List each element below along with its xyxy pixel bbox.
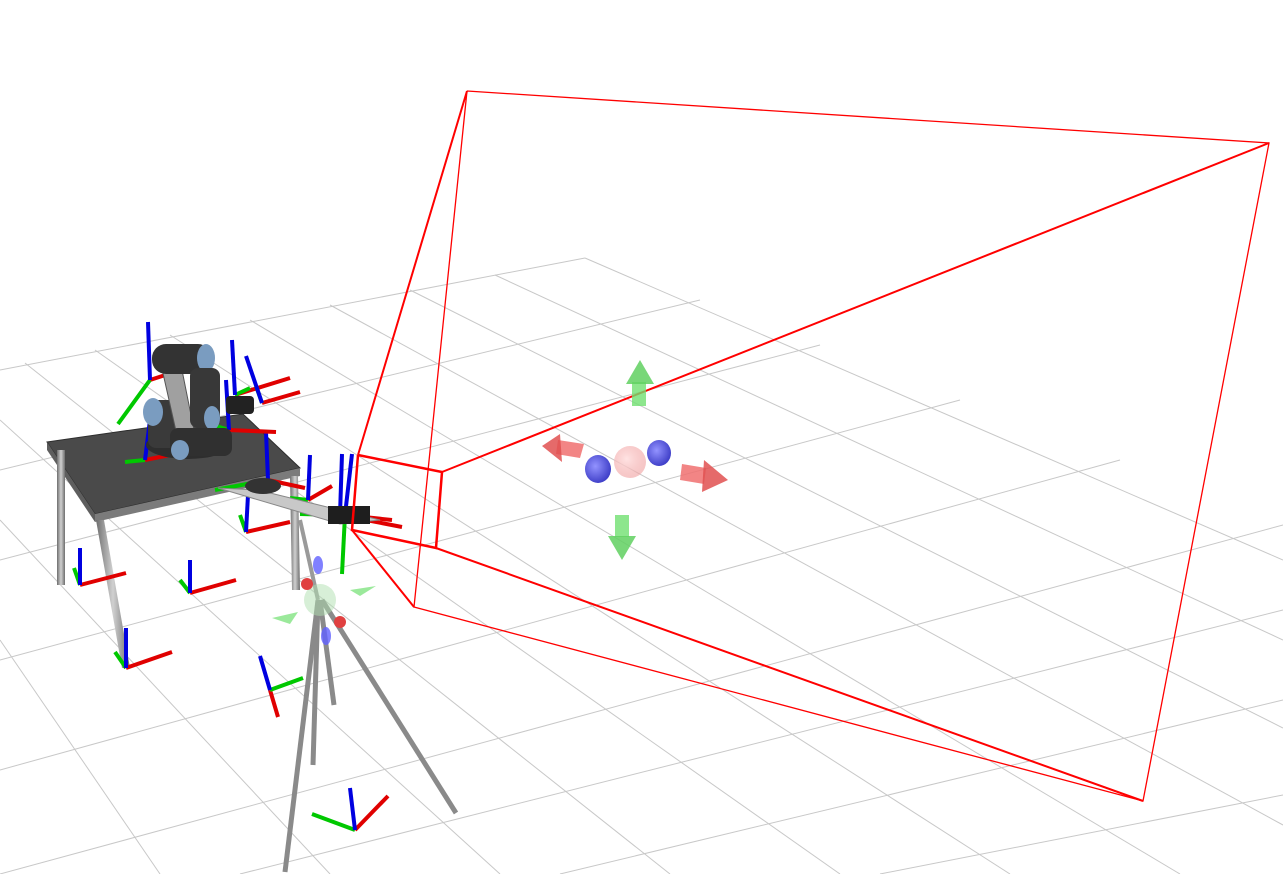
arrow-handle-right[interactable] — [680, 460, 728, 492]
camera-body — [245, 478, 281, 494]
rotation-handle-left[interactable] — [585, 455, 611, 483]
tf-frame — [178, 560, 237, 595]
rotation-handle[interactable] — [313, 556, 323, 574]
x-axis — [306, 484, 334, 502]
robot-joint-cap — [197, 344, 215, 372]
tf-frame — [72, 548, 127, 587]
grid-line — [0, 524, 1283, 874]
tf-frame — [244, 355, 301, 405]
grid-line — [494, 274, 1283, 641]
rotation-handle[interactable] — [301, 578, 313, 590]
grid-line — [329, 304, 1283, 826]
frustum-edge — [357, 90, 468, 456]
grid-line — [0, 519, 331, 874]
z-axis — [348, 787, 357, 831]
z-axis — [244, 494, 250, 533]
x-axis — [125, 650, 173, 670]
z-axis — [244, 355, 264, 404]
frustum-edge — [435, 547, 1144, 802]
arrow-handle-down[interactable] — [608, 515, 636, 560]
grid-line — [0, 257, 586, 371]
x-axis — [189, 578, 237, 595]
marker-center-sphere[interactable] — [614, 446, 646, 478]
z-axis — [230, 339, 237, 396]
arrow-handle-up[interactable] — [626, 360, 654, 406]
rotation-handle-right[interactable] — [647, 440, 671, 466]
tripod-leg — [310, 599, 321, 766]
z-axis — [258, 655, 272, 691]
table-leg — [96, 520, 130, 668]
table-leg — [57, 450, 65, 585]
z-axis — [338, 453, 344, 516]
grid-line — [0, 639, 161, 874]
grid-line — [879, 794, 1283, 874]
x-axis — [268, 689, 280, 718]
robot-tool — [226, 396, 254, 414]
grid-line — [559, 699, 1283, 874]
grid-line — [0, 459, 1121, 771]
grid-line — [169, 334, 1011, 874]
z-axis — [264, 431, 270, 481]
frustum-far-plane — [413, 90, 1270, 802]
y-axis — [116, 378, 152, 426]
x-axis — [228, 428, 277, 434]
tf-frame — [238, 494, 291, 534]
tf-axis-frames — [72, 321, 403, 832]
robot-elbow — [152, 344, 212, 374]
z-axis — [306, 454, 312, 501]
camera-tripod — [217, 478, 459, 873]
tf-frame — [113, 628, 173, 670]
robot-arm[interactable] — [143, 344, 254, 460]
tripod-leg — [282, 599, 321, 873]
interactive-marker-6dof[interactable] — [542, 360, 728, 560]
grid-line — [409, 289, 1283, 729]
arrow-handle-left[interactable] — [542, 434, 584, 462]
x-axis — [245, 520, 291, 534]
ground-grid — [0, 257, 1283, 874]
grid-line — [0, 399, 961, 661]
robot-joint-cap — [143, 398, 163, 426]
arrow-handle-left[interactable] — [272, 612, 298, 624]
marker-ghost-sphere — [304, 584, 336, 616]
x-axis — [79, 571, 127, 587]
tripod-leg — [319, 598, 459, 815]
camera-interactive-marker[interactable] — [272, 556, 376, 645]
tf-frame — [230, 339, 291, 397]
tf-frame — [311, 787, 390, 832]
camera-housing — [328, 506, 370, 524]
y-axis — [311, 812, 356, 832]
tripod-leg — [317, 599, 337, 706]
camera-frustum — [350, 90, 1270, 802]
grid-line — [584, 257, 1283, 561]
frustum-edge — [351, 529, 415, 608]
rotation-handle[interactable] — [321, 627, 331, 645]
arrow-handle-right[interactable] — [350, 586, 376, 596]
tf-frame — [258, 655, 304, 718]
x-axis — [353, 794, 390, 832]
robot-joint-cap — [171, 440, 189, 460]
y-axis — [124, 458, 146, 464]
grid-line — [249, 319, 1181, 874]
grid-line — [239, 609, 1283, 874]
z-axis — [343, 453, 354, 516]
z-axis — [146, 321, 152, 381]
x-axis — [261, 390, 301, 405]
robot-joint-cap — [204, 406, 220, 430]
grid-line — [0, 344, 821, 561]
y-axis — [234, 386, 251, 397]
rotation-handle[interactable] — [334, 616, 346, 628]
y-axis — [269, 676, 304, 692]
y-axis — [340, 514, 347, 575]
frustum-edge — [441, 142, 1270, 473]
